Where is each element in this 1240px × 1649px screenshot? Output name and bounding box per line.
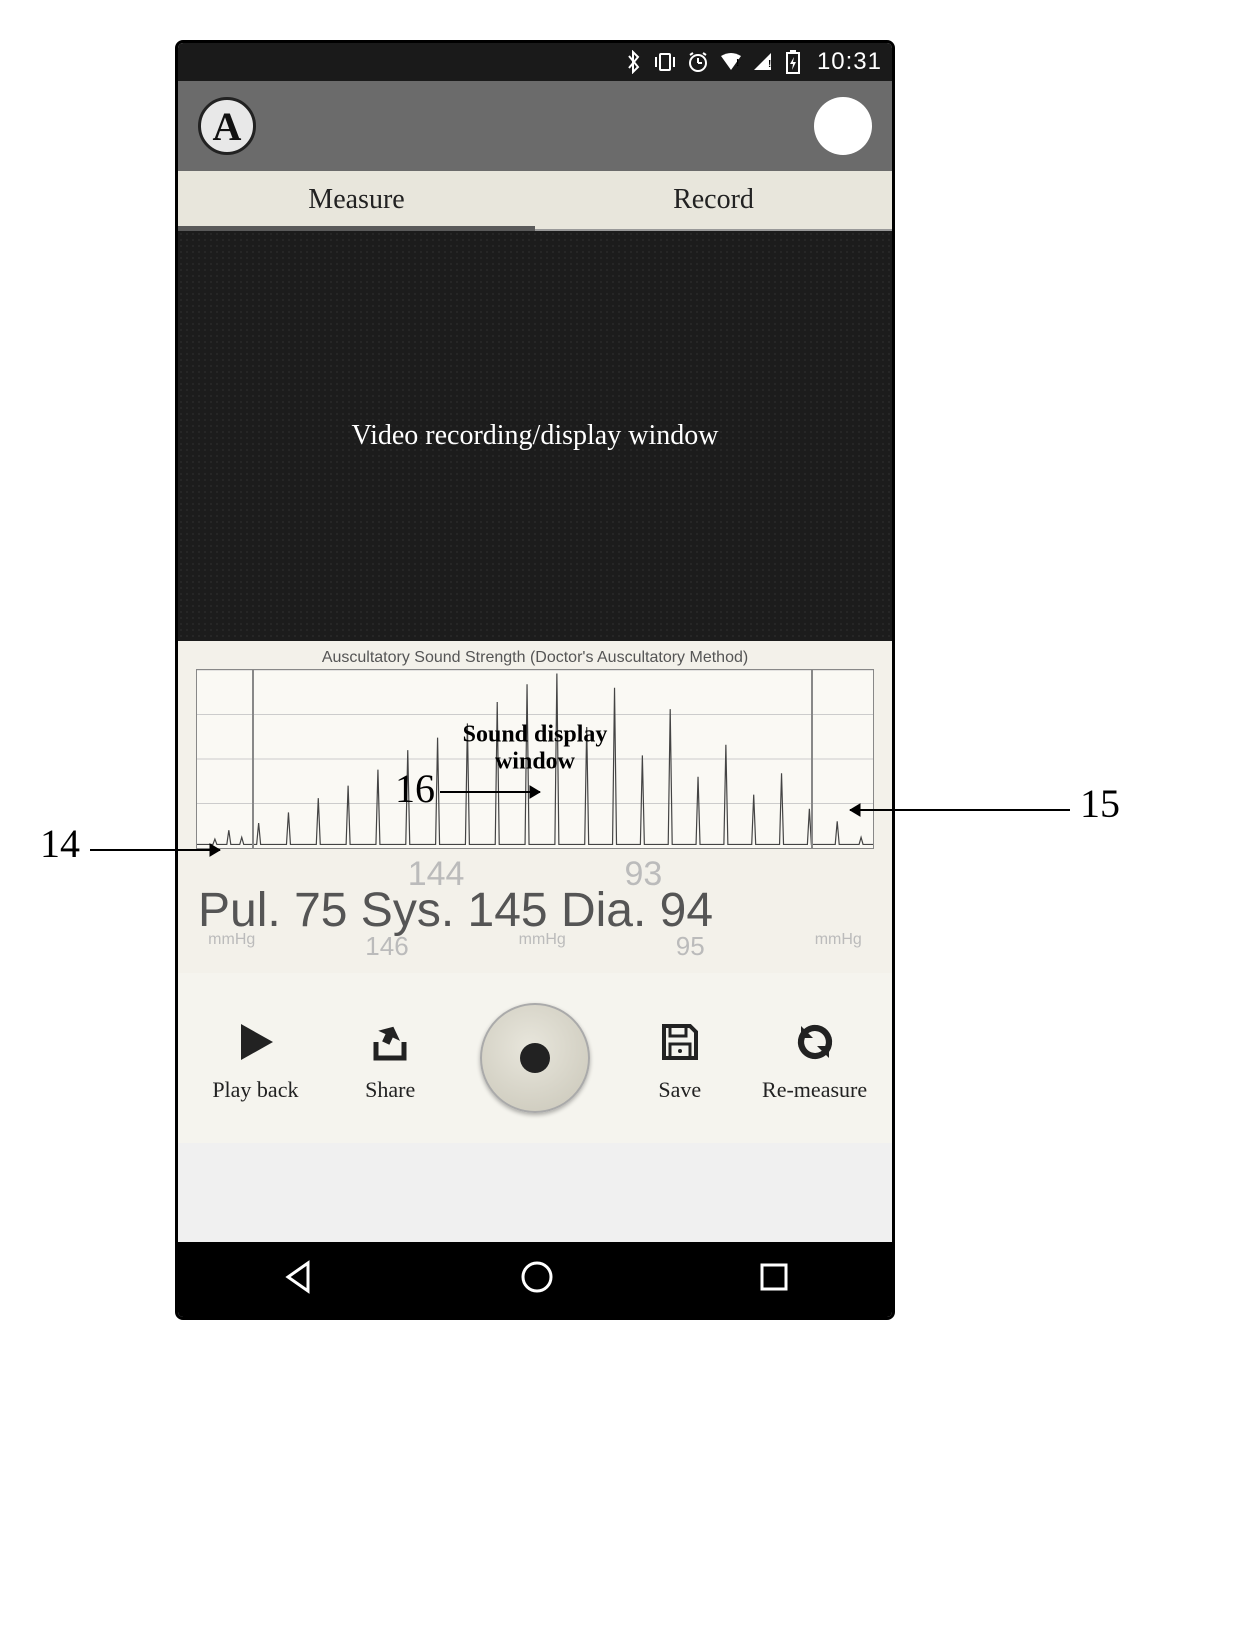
- callout-14: 14: [40, 820, 80, 867]
- pul-label: Pul.: [198, 884, 281, 937]
- tab-measure-label: Measure: [308, 184, 404, 216]
- tab-bar: Measure Record: [178, 171, 892, 231]
- unit-1: mmHg: [208, 931, 255, 962]
- readings-panel: 144 93 Pul. 75 Sys. 145 Dia. 94 mmHg 146…: [178, 853, 892, 973]
- playback-button[interactable]: Play back: [200, 1013, 310, 1103]
- battery-icon: [785, 50, 801, 74]
- android-nav-bar: [178, 1242, 892, 1317]
- dia-label: Dia.: [561, 884, 646, 937]
- vibrate-icon: [653, 51, 677, 73]
- header-action-button[interactable]: [814, 97, 872, 155]
- status-time: 10:31: [817, 48, 882, 76]
- save-label: Save: [658, 1077, 701, 1103]
- pul-value: 75: [294, 884, 347, 937]
- record-dot-icon: [520, 1043, 550, 1073]
- remeasure-label: Re-measure: [762, 1077, 867, 1103]
- faint-bot-dia: 95: [676, 931, 705, 962]
- callout-14-arrow: [90, 840, 230, 860]
- sys-label: Sys.: [361, 884, 454, 937]
- sys-value: 145: [468, 884, 548, 937]
- share-icon: [368, 1013, 412, 1071]
- playback-label: Play back: [212, 1077, 298, 1103]
- bluetooth-icon: [625, 50, 643, 74]
- dia-value: 94: [660, 884, 713, 937]
- readings-main: Pul. 75 Sys. 145 Dia. 94: [198, 883, 872, 938]
- nav-back-icon[interactable]: [280, 1259, 316, 1300]
- unit-3: mmHg: [815, 931, 862, 962]
- nav-home-icon[interactable]: [519, 1259, 555, 1300]
- phone-frame: ! ! 10:31 A Measure Record Video recordi…: [175, 40, 895, 1320]
- record-button[interactable]: [480, 1003, 590, 1113]
- callout-16: 16: [395, 765, 435, 812]
- play-icon: [231, 1013, 279, 1071]
- app-header: A: [178, 81, 892, 171]
- marker-line-15: [811, 670, 813, 848]
- faint-bot-sys: 146: [365, 931, 408, 962]
- marker-line-14: [252, 670, 254, 848]
- video-window[interactable]: Video recording/display window: [178, 231, 892, 641]
- refresh-icon: [793, 1013, 837, 1071]
- tab-measure[interactable]: Measure: [178, 171, 535, 229]
- chart-title: Auscultatory Sound Strength (Doctor's Au…: [196, 649, 874, 667]
- signal-icon: !: [753, 52, 775, 72]
- bottom-toolbar: Play back Share Save Re-measure: [178, 973, 892, 1143]
- callout-15-arrow: [840, 800, 1080, 820]
- readings-faint-bottom: mmHg 146 mmHg 95 mmHg: [178, 931, 892, 962]
- sound-chart[interactable]: Sound display window: [196, 669, 874, 849]
- wifi-icon: !: [719, 52, 743, 72]
- nav-recent-icon[interactable]: [758, 1261, 790, 1298]
- app-logo-letter: A: [213, 103, 242, 150]
- save-button[interactable]: Save: [625, 1013, 735, 1103]
- callout-16-arrow: [440, 782, 550, 802]
- save-icon: [658, 1013, 702, 1071]
- svg-text:!: !: [736, 58, 739, 69]
- alarm-icon: [687, 51, 709, 73]
- app-logo[interactable]: A: [198, 97, 256, 155]
- video-window-label: Video recording/display window: [352, 420, 719, 452]
- sound-section: Auscultatory Sound Strength (Doctor's Au…: [178, 641, 892, 853]
- tab-record[interactable]: Record: [535, 171, 892, 229]
- record-button-wrap: [470, 1003, 600, 1113]
- sound-chart-svg: [197, 670, 873, 848]
- remeasure-button[interactable]: Re-measure: [760, 1013, 870, 1103]
- share-button[interactable]: Share: [335, 1013, 445, 1103]
- share-label: Share: [365, 1077, 415, 1103]
- svg-text:!: !: [768, 59, 771, 70]
- callout-15: 15: [1080, 780, 1120, 827]
- status-bar: ! ! 10:31: [178, 43, 892, 81]
- unit-2: mmHg: [519, 931, 566, 962]
- tab-record-label: Record: [673, 184, 754, 216]
